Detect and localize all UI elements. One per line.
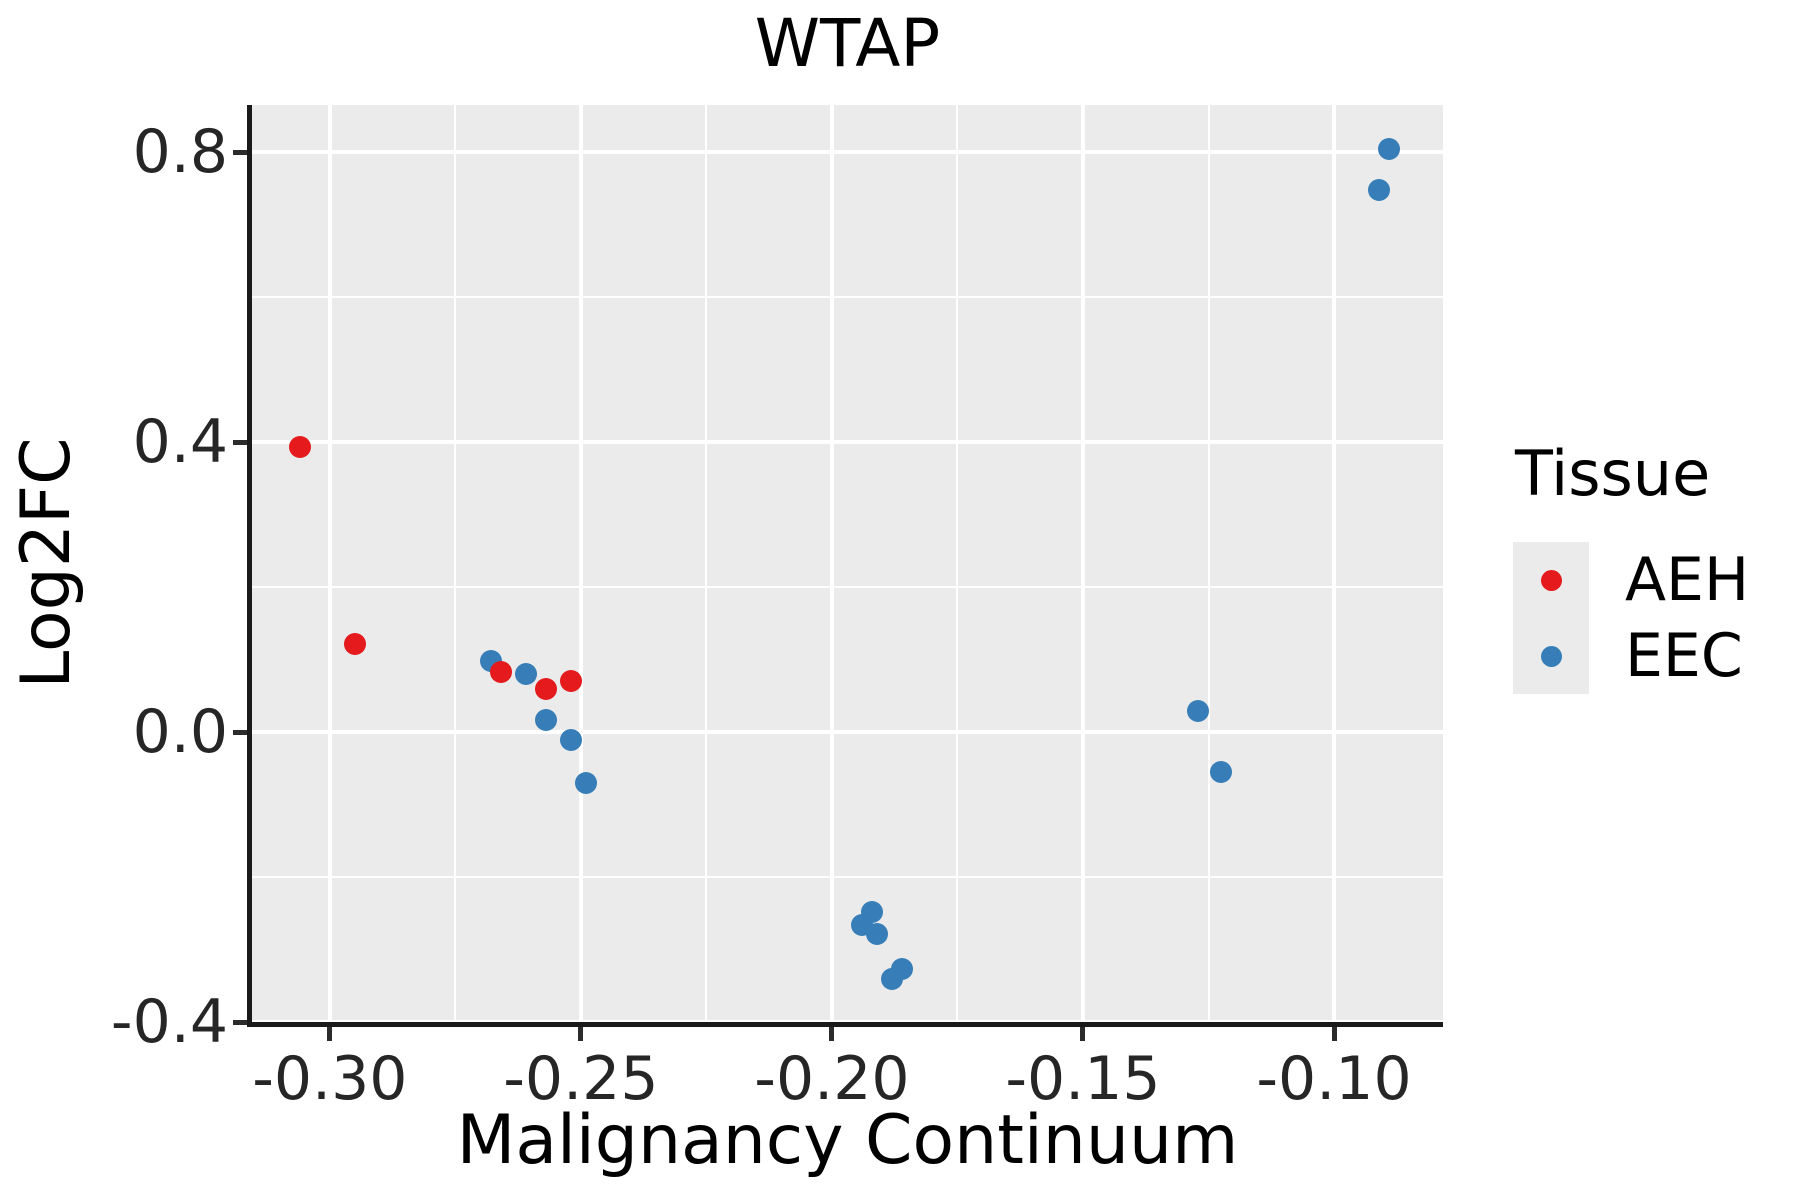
eec-dot-icon (1540, 645, 1562, 667)
x-tick-mark (1080, 1027, 1086, 1041)
legend-label-eec: EEC (1625, 621, 1743, 692)
x-major-gridline (327, 105, 332, 1022)
x-tick-mark (578, 1027, 584, 1041)
x-tick-label: -0.30 (252, 1044, 408, 1114)
legend-item-eec: EEC (1513, 618, 1749, 695)
x-tick-mark (829, 1027, 835, 1041)
legend-title: Tissue (1515, 437, 1711, 510)
x-minor-gridline (454, 105, 457, 1022)
x-axis-title: Malignancy Continuum (456, 1101, 1239, 1180)
y-tick-label: 0.8 (132, 117, 228, 188)
y-major-gridline (252, 150, 1443, 155)
x-major-gridline (1080, 105, 1085, 1022)
data-point-eec (574, 771, 597, 794)
y-tick-mark (233, 149, 247, 155)
legend: Tissue AEH EEC (1513, 437, 1750, 695)
chart-title: WTAP (754, 5, 941, 82)
data-point-aeh (559, 670, 582, 693)
x-axis-line (247, 1022, 1443, 1027)
x-minor-gridline (705, 105, 708, 1022)
y-tick-label: 0.4 (132, 407, 228, 478)
y-major-gridline (252, 730, 1443, 735)
y-major-gridline (252, 1020, 1443, 1022)
y-minor-gridline (252, 296, 1443, 299)
y-axis-line (247, 105, 252, 1027)
data-point-aeh (489, 660, 512, 683)
data-point-eec (1187, 700, 1210, 723)
y-tick-label: 0.0 (132, 697, 228, 768)
x-major-gridline (1332, 105, 1337, 1022)
x-major-gridline (829, 105, 834, 1022)
y-tick-mark (233, 439, 247, 445)
legend-item-aeh: AEH (1513, 542, 1750, 619)
x-minor-gridline (956, 105, 959, 1022)
data-point-eec (534, 708, 557, 731)
x-tick-label: -0.20 (754, 1044, 910, 1114)
data-point-aeh (288, 436, 311, 459)
data-point-eec (514, 663, 537, 686)
y-minor-gridline (252, 876, 1443, 879)
x-tick-mark (1331, 1027, 1337, 1041)
legend-key-aeh (1513, 542, 1589, 619)
data-point-eec (1210, 760, 1233, 783)
legend-key-eec (1513, 618, 1589, 695)
data-point-aeh (343, 632, 366, 655)
y-axis-title: Log2FC (7, 437, 86, 689)
data-point-aeh (534, 678, 557, 701)
data-point-eec (861, 900, 884, 923)
x-tick-label: -0.10 (1256, 1044, 1412, 1114)
aeh-dot-icon (1540, 569, 1562, 591)
x-tick-label: -0.25 (503, 1044, 659, 1114)
y-minor-gridline (252, 586, 1443, 589)
data-point-eec (1378, 138, 1401, 161)
data-point-eec (1368, 178, 1391, 201)
x-tick-label: -0.15 (1005, 1044, 1161, 1114)
x-tick-mark (327, 1027, 333, 1041)
legend-label-aeh: AEH (1625, 545, 1750, 616)
y-tick-label: -0.4 (110, 987, 228, 1057)
y-major-gridline (252, 440, 1443, 445)
data-point-eec (866, 923, 889, 946)
plot-panel (252, 105, 1443, 1022)
data-point-eec (559, 729, 582, 751)
y-tick-mark (233, 1019, 247, 1025)
y-tick-mark (233, 729, 247, 735)
x-major-gridline (578, 105, 583, 1022)
x-minor-gridline (1207, 105, 1210, 1022)
data-point-eec (881, 968, 904, 991)
